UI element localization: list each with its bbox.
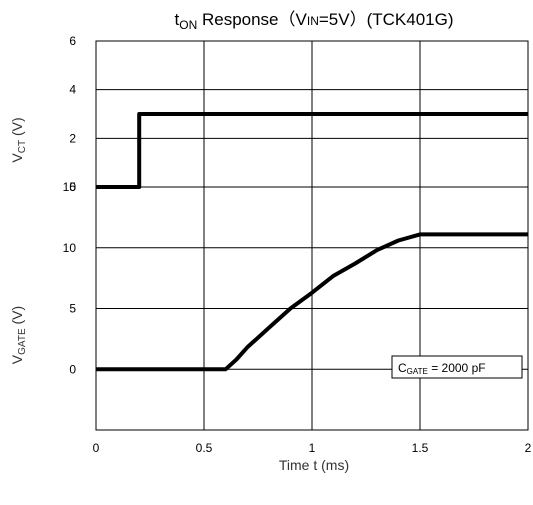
cgate-annotation: CGATE = 2000 pF (398, 361, 486, 376)
y-tick-label: 4 (69, 83, 76, 97)
y-tick-label: 0 (69, 180, 76, 194)
y-tick-label: 6 (69, 34, 76, 48)
y-tick-label: 5 (69, 302, 76, 316)
y-label-vct-unit: (V) (9, 117, 25, 140)
chart-title: tON Response（VIN=5V）(TCK401G) (175, 10, 454, 32)
y-tick-label: 0 (69, 362, 76, 376)
y-tick-label: 15 (63, 180, 77, 194)
x-tick-label: 1 (309, 441, 316, 455)
title-end: =5V）(TCK401G) (319, 10, 454, 29)
y-label-vgate-sub: GATE (17, 328, 28, 355)
x-tick-label: 0.5 (196, 441, 213, 455)
title-t: t (175, 10, 180, 29)
x-axis-label: Time t (ms) (279, 457, 349, 473)
vgate-series-line (96, 232, 528, 372)
x-tick-labels: 0 0.5 1 1.5 2 (93, 441, 532, 455)
series-lines (96, 112, 528, 372)
title-vin-subscript: IN (307, 14, 319, 28)
y-label-vct-sub: CT (17, 140, 28, 153)
cgate-main: C (398, 361, 407, 375)
y-tick-labels: 0 2 4 6 0 5 10 15 (63, 34, 77, 376)
title-middle: Response（V (197, 10, 307, 29)
title-t-subscript: ON (179, 18, 197, 32)
y-label-vct: VCT (V) (9, 117, 28, 162)
x-tick-label: 0 (93, 441, 100, 455)
cgate-rest: = 2000 pF (428, 361, 486, 375)
x-tick-label: 2 (525, 441, 532, 455)
y-label-vgate-unit: (V) (9, 306, 25, 329)
cgate-sub: GATE (407, 367, 428, 376)
y-tick-label: 2 (69, 131, 76, 145)
y-label-vgate: VGATE (V) (9, 306, 28, 364)
y-label-vct-main: V (9, 153, 25, 163)
cgate-annotation-box (391, 355, 523, 379)
y-tick-label: 10 (63, 241, 77, 255)
vct-series-line (96, 112, 528, 189)
y-label-vgate-main: V (9, 354, 25, 364)
x-tick-label: 1.5 (412, 441, 429, 455)
